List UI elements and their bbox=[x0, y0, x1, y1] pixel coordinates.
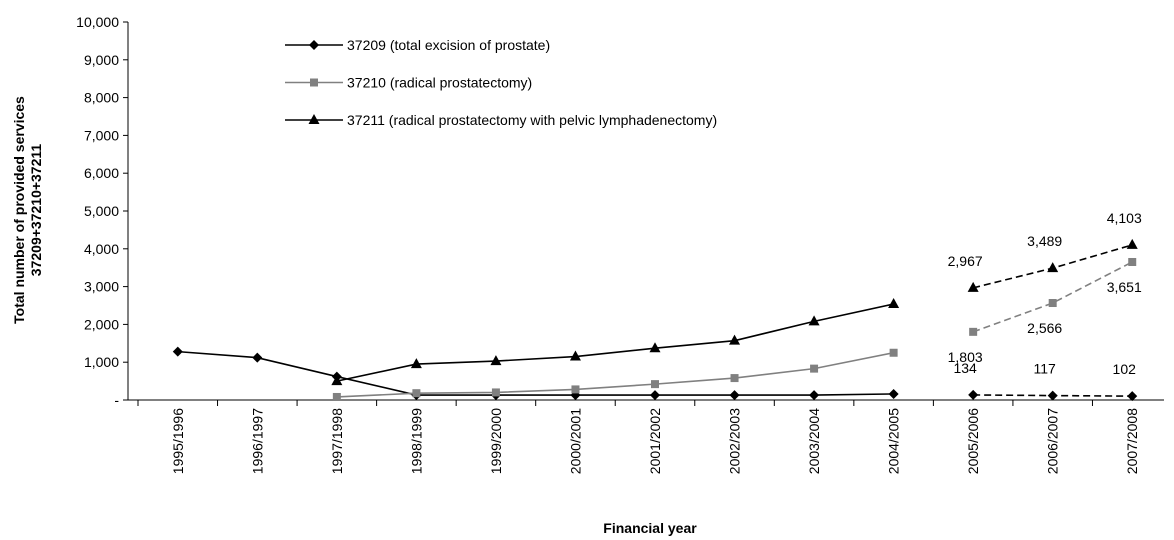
data-label: 3,489 bbox=[1027, 233, 1062, 249]
y-tick-label: 1,000 bbox=[84, 354, 119, 370]
data-label: 2,566 bbox=[1027, 320, 1062, 336]
marker bbox=[888, 388, 899, 399]
x-axis-title: Financial year bbox=[603, 520, 697, 536]
marker bbox=[252, 352, 263, 363]
data-label: 102 bbox=[1113, 361, 1137, 377]
x-tick-label: 1995/1996 bbox=[170, 408, 186, 474]
marker bbox=[569, 350, 581, 361]
x-tick-label: 1996/1997 bbox=[249, 408, 265, 474]
data-label: 117 bbox=[1034, 361, 1057, 377]
data-label: 1,803 bbox=[948, 349, 983, 365]
marker bbox=[809, 390, 820, 401]
marker bbox=[650, 390, 660, 401]
series-line bbox=[336, 351, 894, 398]
marker bbox=[1128, 257, 1137, 266]
y-tick-label: 9,000 bbox=[84, 52, 119, 68]
legend-label: 37210 (radical prostatectomy) bbox=[347, 75, 532, 91]
marker bbox=[1047, 390, 1058, 401]
y-tick-label: 2,000 bbox=[84, 316, 119, 332]
y-axis-title: Total number of provided services bbox=[11, 96, 27, 324]
legend-label: 37209 (total excision of prostate) bbox=[347, 37, 550, 53]
marker bbox=[649, 342, 661, 353]
marker bbox=[967, 281, 979, 292]
marker bbox=[889, 348, 898, 357]
x-tick-label: 2001/2002 bbox=[647, 408, 663, 474]
marker bbox=[1047, 262, 1059, 273]
y-tick-label: 4,000 bbox=[84, 241, 119, 257]
x-tick-label: 2002/2003 bbox=[727, 408, 743, 474]
y-tick-label: 7,000 bbox=[84, 127, 119, 143]
marker bbox=[310, 78, 318, 87]
marker bbox=[729, 390, 740, 401]
data-label: 4,103 bbox=[1107, 210, 1142, 226]
x-tick-label: 1999/2000 bbox=[488, 408, 504, 474]
data-label: 2,967 bbox=[948, 253, 983, 269]
marker bbox=[969, 327, 978, 336]
marker bbox=[808, 315, 820, 326]
data-label: 3,651 bbox=[1107, 279, 1142, 295]
marker bbox=[651, 380, 659, 389]
x-tick-label: 2007/2008 bbox=[1124, 408, 1140, 474]
x-tick-label: 2003/2004 bbox=[806, 408, 822, 474]
x-tick-label: 2006/2007 bbox=[1045, 408, 1061, 474]
y-tick-label: 10,000 bbox=[76, 14, 119, 30]
y-tick-label: - bbox=[114, 392, 119, 408]
marker bbox=[729, 334, 741, 345]
y-tick-label: 6,000 bbox=[84, 165, 119, 181]
x-tick-label: 2000/2001 bbox=[567, 408, 583, 474]
marker bbox=[410, 358, 422, 369]
series-line bbox=[336, 303, 894, 382]
y-axis-title: 37209+37210+37211 bbox=[28, 144, 44, 277]
marker bbox=[332, 392, 341, 401]
marker bbox=[331, 375, 343, 386]
marker bbox=[309, 40, 319, 50]
marker bbox=[172, 346, 183, 357]
marker bbox=[1048, 299, 1057, 308]
x-tick-label: 2005/2006 bbox=[965, 408, 981, 474]
marker bbox=[1127, 391, 1138, 402]
marker bbox=[888, 297, 900, 308]
marker bbox=[491, 388, 500, 397]
marker bbox=[730, 374, 739, 383]
y-tick-label: 8,000 bbox=[84, 90, 119, 106]
marker bbox=[490, 355, 502, 366]
data-label: 134 bbox=[953, 360, 977, 376]
series-line bbox=[177, 350, 894, 396]
x-tick-label: 2004/2005 bbox=[886, 408, 902, 474]
marker bbox=[968, 389, 979, 400]
marker bbox=[412, 389, 421, 398]
marker bbox=[571, 385, 580, 394]
marker bbox=[1126, 238, 1138, 249]
series-line bbox=[972, 261, 1133, 333]
x-tick-label: 1997/1998 bbox=[329, 408, 345, 474]
y-tick-label: 3,000 bbox=[84, 279, 119, 295]
x-tick-label: 1998/1999 bbox=[408, 408, 424, 474]
marker bbox=[810, 364, 819, 373]
y-tick-label: 5,000 bbox=[84, 203, 119, 219]
legend-label: 37211 (radical prostatectomy with pelvic… bbox=[347, 112, 717, 128]
marker bbox=[308, 114, 320, 124]
